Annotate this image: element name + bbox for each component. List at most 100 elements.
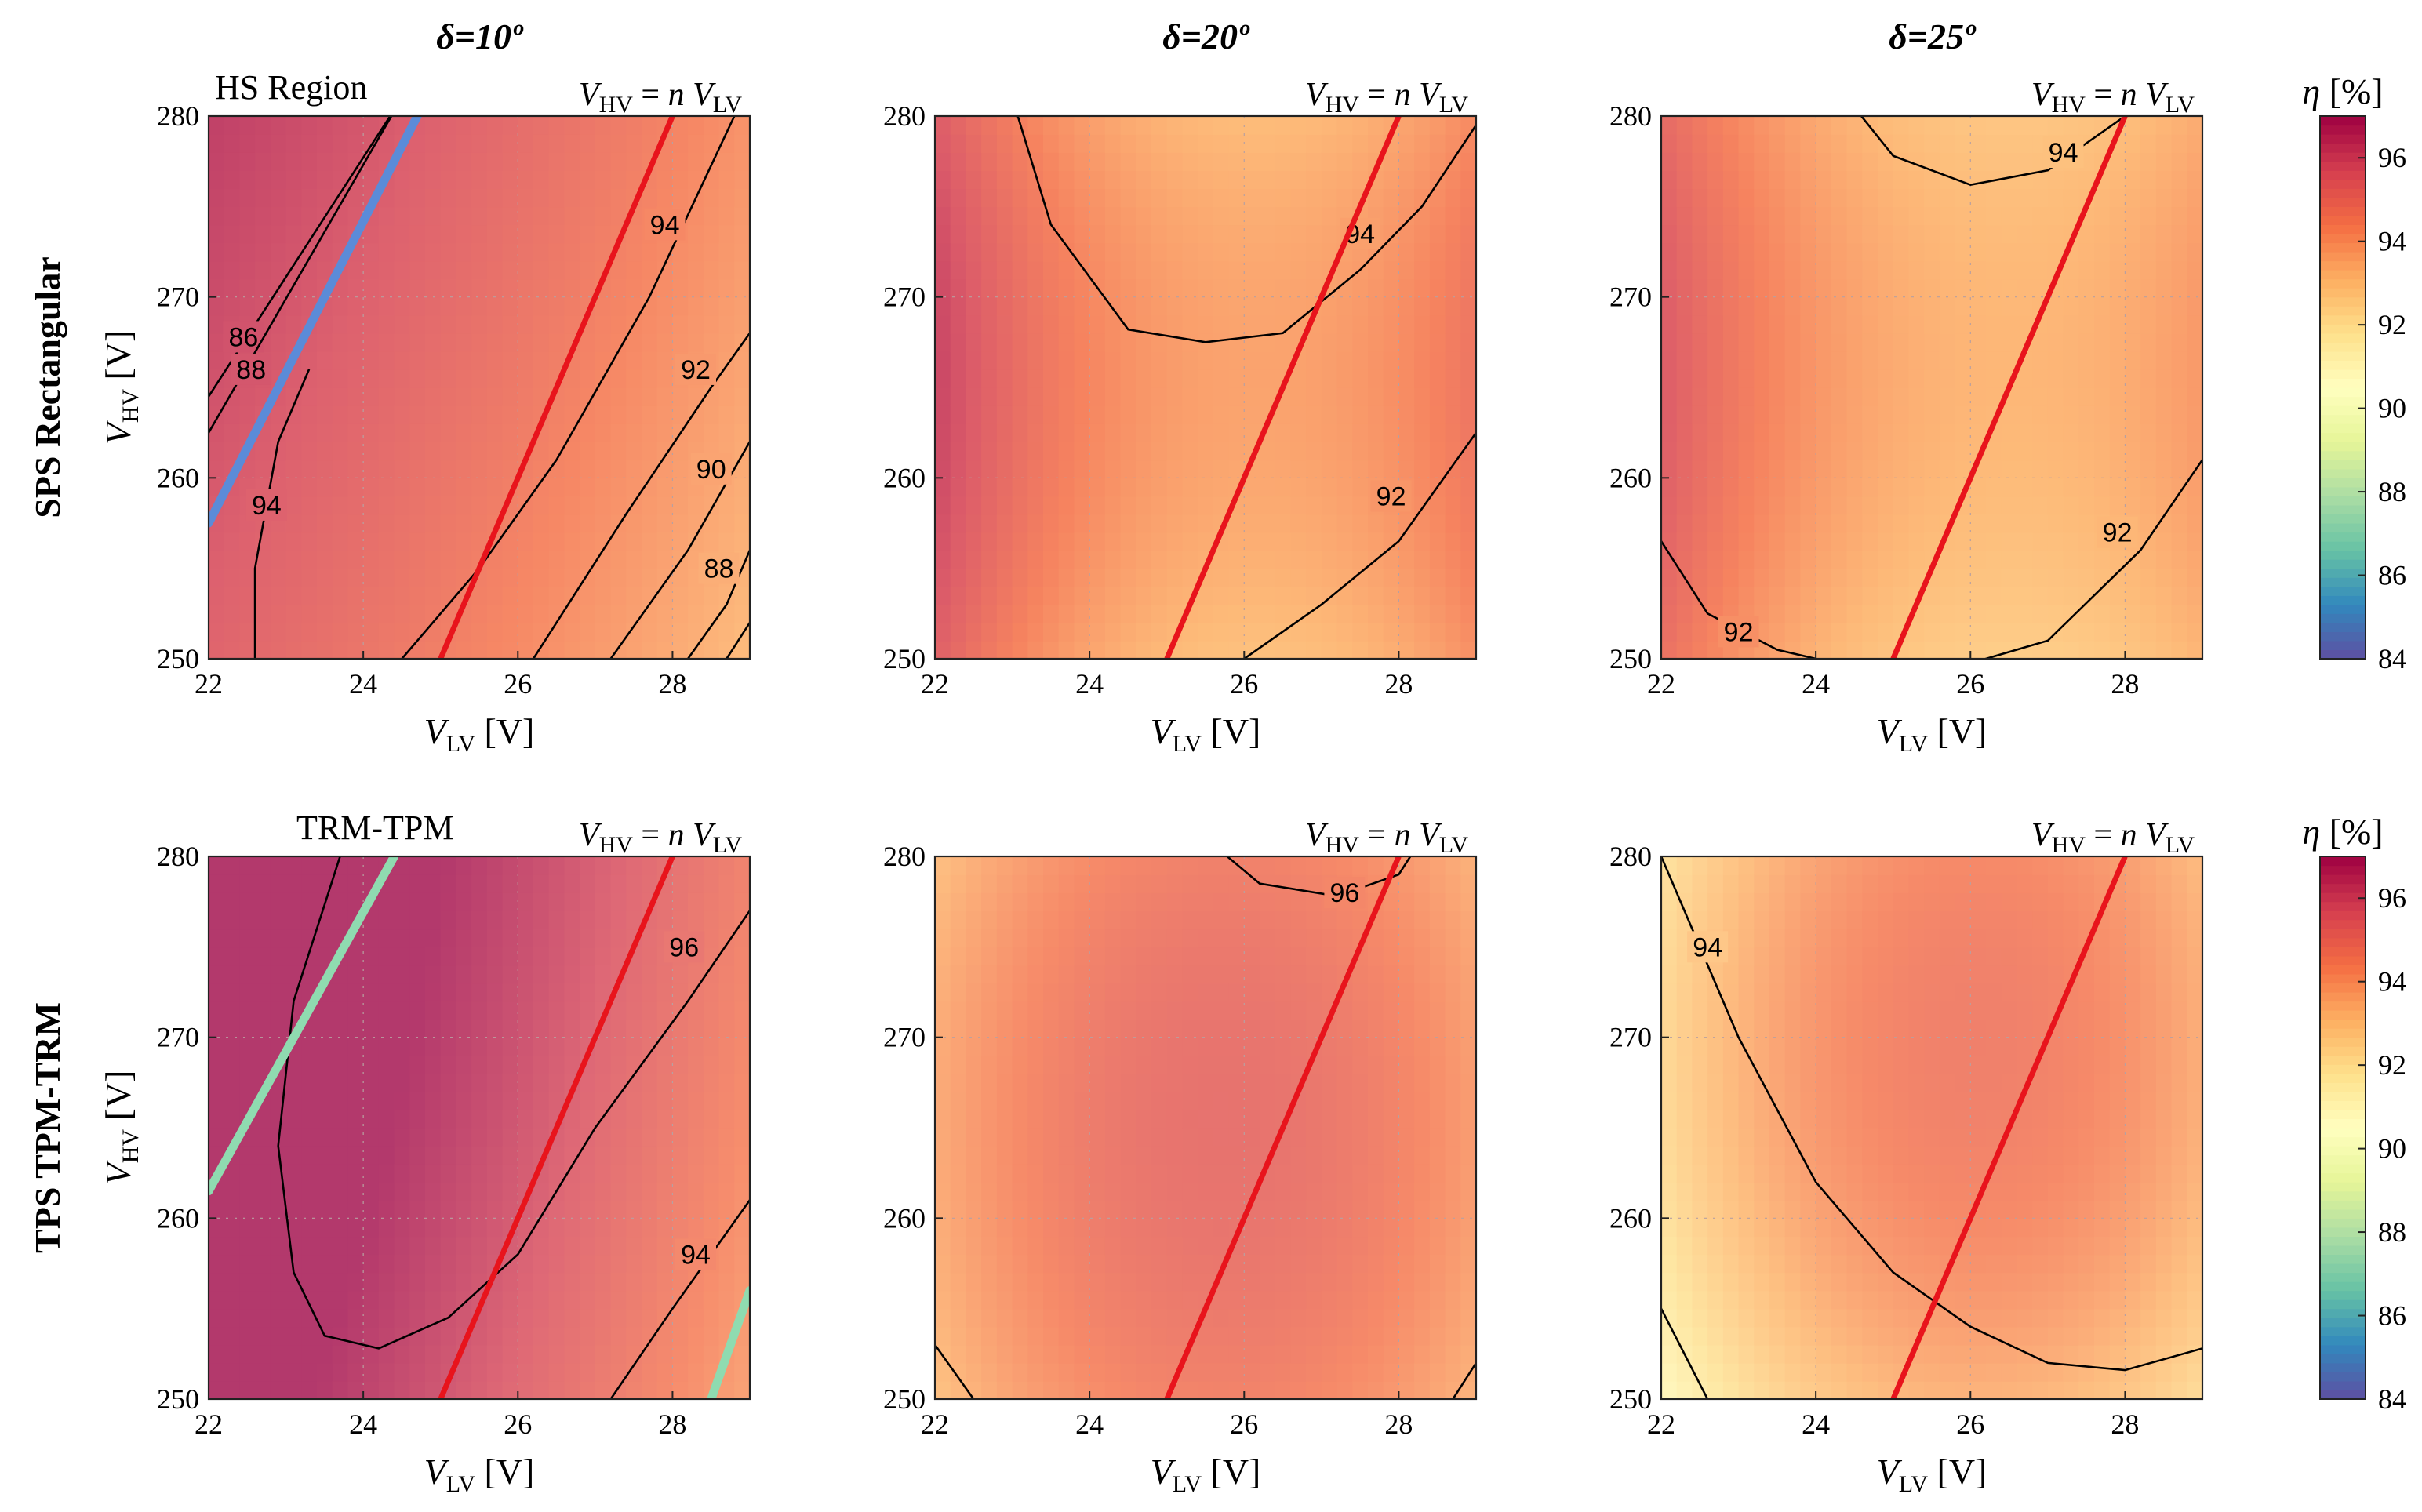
heatmap-cell bbox=[966, 929, 982, 948]
heatmap-cell bbox=[656, 892, 674, 911]
heatmap-cell bbox=[688, 1055, 704, 1074]
heatmap-cell bbox=[718, 1019, 736, 1038]
heatmap-cell bbox=[950, 1019, 967, 1038]
heatmap-cell bbox=[996, 1326, 1013, 1346]
heatmap-cell bbox=[239, 152, 256, 171]
heatmap-cell bbox=[2171, 369, 2188, 388]
heatmap-cell bbox=[610, 1182, 627, 1201]
heatmap-cell bbox=[580, 496, 596, 515]
heatmap-cell bbox=[996, 1128, 1013, 1147]
heatmap-cell bbox=[2078, 242, 2095, 262]
heatmap-cell bbox=[1692, 604, 1708, 623]
heatmap-1 bbox=[935, 116, 1476, 659]
heatmap-cell bbox=[1769, 460, 1786, 479]
heatmap-cell bbox=[1414, 496, 1431, 515]
heatmap-cell bbox=[301, 947, 318, 966]
heatmap-cell bbox=[332, 514, 349, 533]
heatmap-cell bbox=[332, 1254, 349, 1274]
heatmap-cell bbox=[409, 983, 426, 1002]
heatmap-cell bbox=[1244, 369, 1260, 388]
heatmap-cell bbox=[1306, 260, 1322, 280]
heatmap-cell bbox=[1955, 532, 1972, 551]
heatmap-cell bbox=[1290, 405, 1307, 424]
heatmap-cell bbox=[1260, 369, 1276, 388]
heatmap-cell bbox=[1676, 442, 1693, 461]
heatmap-cell bbox=[2017, 206, 2033, 226]
heatmap-cell bbox=[1213, 568, 1230, 587]
heatmap-cell bbox=[209, 874, 225, 893]
heatmap-cell bbox=[1800, 387, 1816, 406]
heatmap-cell bbox=[1136, 1308, 1152, 1328]
heatmap-cell bbox=[255, 1326, 271, 1346]
heatmap-cell bbox=[1290, 224, 1307, 244]
heatmap-cell bbox=[518, 550, 534, 569]
heatmap-cell bbox=[1321, 640, 1338, 659]
heatmap-cell bbox=[1878, 116, 1894, 135]
heatmap-cell bbox=[966, 1146, 982, 1165]
heatmap-cell bbox=[1027, 1055, 1044, 1074]
heatmap-cell bbox=[1213, 640, 1230, 659]
heatmap-cell bbox=[580, 640, 596, 659]
heatmap-cell bbox=[1784, 206, 1802, 226]
heatmap-cell bbox=[2078, 586, 2095, 605]
heatmap-cell bbox=[1692, 460, 1708, 479]
heatmap-cell bbox=[409, 1344, 426, 1364]
heatmap-cell bbox=[1104, 387, 1122, 406]
heatmap-cell bbox=[1058, 134, 1075, 153]
heatmap-cell bbox=[548, 550, 565, 569]
heatmap-cell bbox=[1414, 134, 1431, 153]
heatmap-cell bbox=[239, 1182, 256, 1201]
heatmap-cell bbox=[2155, 442, 2173, 461]
heatmap-cell bbox=[2155, 242, 2173, 262]
heatmap-cell bbox=[548, 1380, 565, 1399]
heatmap-cell bbox=[518, 1218, 534, 1238]
heatmap-cell bbox=[1104, 260, 1122, 280]
heatmap-cell bbox=[440, 188, 457, 208]
heatmap-cell bbox=[1043, 333, 1060, 352]
heatmap-cell bbox=[1878, 170, 1894, 190]
heatmap-cell bbox=[1104, 1091, 1122, 1110]
heatmap-cell bbox=[966, 351, 982, 370]
heatmap-cell bbox=[642, 1200, 658, 1219]
heatmap-cell bbox=[378, 532, 395, 551]
heatmap-cell bbox=[1104, 550, 1122, 569]
heatmap-cell bbox=[950, 874, 967, 893]
heatmap-cell bbox=[996, 188, 1013, 208]
heatmap-cell bbox=[1336, 532, 1354, 551]
heatmap-cell bbox=[642, 1272, 658, 1292]
heatmap-cell bbox=[2109, 550, 2126, 569]
heatmap-cell bbox=[1104, 460, 1122, 479]
heatmap-cell bbox=[1136, 188, 1152, 208]
heatmap-cell bbox=[548, 442, 565, 461]
heatmap-cell bbox=[2032, 586, 2049, 605]
heatmap-cell bbox=[1136, 170, 1152, 190]
heatmap-cell bbox=[1784, 478, 1802, 497]
heatmap-cell bbox=[950, 622, 967, 642]
heatmap-cell bbox=[1676, 640, 1693, 659]
heatmap-cell bbox=[270, 405, 287, 424]
heatmap-cell bbox=[595, 333, 612, 352]
heatmap-cell bbox=[1104, 965, 1122, 984]
heatmap-cell bbox=[270, 550, 287, 569]
heatmap-cell bbox=[564, 478, 580, 497]
heatmap-cell bbox=[935, 622, 951, 642]
heatmap-cell bbox=[1352, 152, 1369, 171]
heatmap-cell bbox=[1769, 224, 1786, 244]
heatmap-cell bbox=[564, 442, 580, 461]
heatmap-cell bbox=[224, 152, 241, 171]
heatmap-cell bbox=[1166, 1019, 1184, 1038]
heatmap-cell bbox=[1182, 333, 1198, 352]
heatmap-cell bbox=[718, 296, 736, 316]
heatmap-cell bbox=[1089, 1037, 1106, 1056]
heatmap-cell bbox=[502, 640, 519, 659]
heatmap-cell bbox=[1754, 405, 1770, 424]
heatmap-cell bbox=[688, 856, 704, 875]
heatmap-cell bbox=[1166, 947, 1184, 966]
heatmap-cell bbox=[378, 387, 395, 406]
heatmap-cell bbox=[1012, 496, 1029, 515]
heatmap-cell bbox=[734, 1019, 750, 1038]
heatmap-cell bbox=[1336, 622, 1354, 642]
heatmap-cell bbox=[1228, 206, 1246, 226]
heatmap-cell bbox=[409, 460, 426, 479]
heatmap-cell bbox=[1136, 351, 1152, 370]
